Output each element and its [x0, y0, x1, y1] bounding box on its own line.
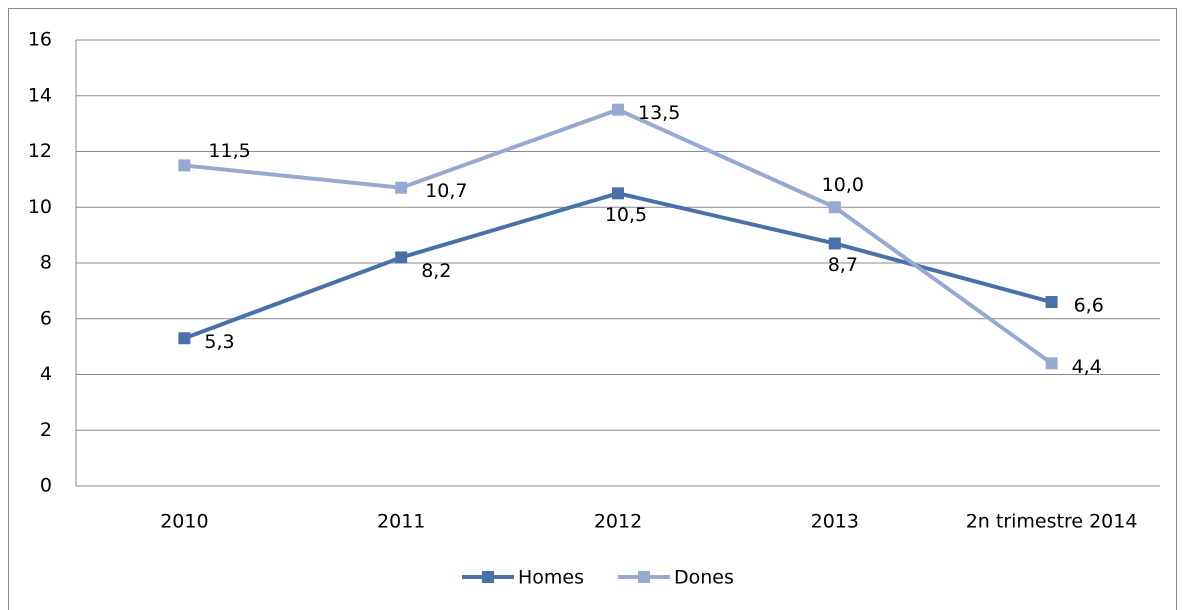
data-label: 11,5 [208, 140, 250, 162]
marker [1045, 296, 1058, 309]
legend-label: Homes [518, 567, 584, 589]
x-tick-label: 2013 [811, 511, 859, 533]
marker [395, 251, 408, 264]
marker [612, 187, 624, 200]
y-tick-label: 10 [28, 196, 52, 218]
legend-marker [638, 571, 650, 583]
y-tick-label: 0 [40, 475, 52, 497]
y-tick-label: 8 [40, 252, 52, 274]
marker [178, 332, 191, 345]
x-tick-label: 2n trimestre 2014 [966, 511, 1138, 533]
y-tick-label: 4 [40, 363, 52, 385]
x-tick-label: 2011 [377, 511, 425, 533]
y-tick-label: 12 [28, 140, 52, 162]
data-label: 4,4 [1072, 356, 1102, 378]
data-label: 8,2 [421, 260, 451, 282]
data-label: 13,5 [638, 102, 680, 124]
x-tick-label: 2010 [160, 511, 208, 533]
chart-border [8, 8, 1177, 610]
data-label: 10,5 [605, 204, 647, 226]
y-tick-label: 16 [28, 29, 52, 51]
marker [828, 237, 841, 250]
marker [612, 103, 624, 116]
marker [395, 181, 408, 194]
y-tick-label: 2 [40, 419, 52, 441]
y-tick-label: 6 [40, 307, 52, 329]
data-label: 5,3 [204, 331, 234, 353]
marker [828, 201, 841, 214]
x-tick-label: 2012 [594, 511, 642, 533]
legend-label: Dones [674, 567, 734, 589]
data-label: 10,7 [425, 180, 467, 202]
data-label: 6,6 [1074, 295, 1104, 317]
marker [1045, 357, 1058, 370]
marker [178, 159, 191, 172]
data-label: 8,7 [828, 254, 858, 276]
legend-marker [482, 571, 494, 583]
data-label: 10,0 [822, 174, 864, 196]
y-tick-label: 14 [28, 84, 52, 106]
